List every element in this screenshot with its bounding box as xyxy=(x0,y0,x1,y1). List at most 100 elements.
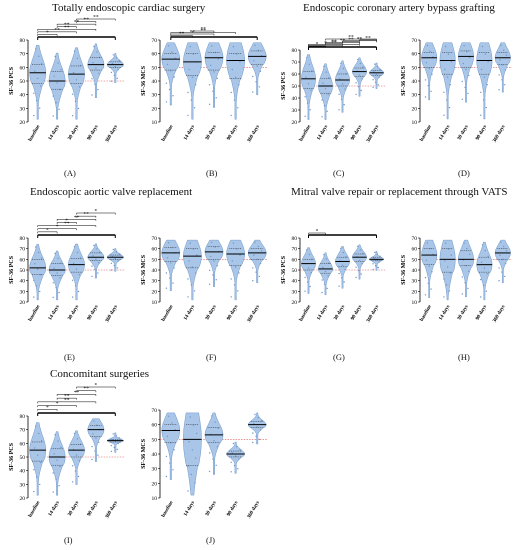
data-point-f xyxy=(167,242,170,244)
data-point-a xyxy=(53,75,55,78)
data-point-b xyxy=(170,70,172,72)
data-point-d xyxy=(503,49,505,51)
data-point-e xyxy=(37,268,39,270)
data-point-e xyxy=(35,246,37,248)
data-point-b xyxy=(190,99,192,101)
data-point-e xyxy=(78,274,81,276)
data-point-g xyxy=(323,283,326,285)
data-point-b xyxy=(258,86,261,88)
y-tick-label-h: 40 xyxy=(412,268,418,274)
data-point-j xyxy=(233,464,236,467)
x-tick-label-b: 14 days xyxy=(183,124,196,141)
data-point-a xyxy=(39,85,42,87)
data-point-e xyxy=(59,277,61,279)
data-point-g xyxy=(340,247,342,250)
data-point-g xyxy=(341,264,344,266)
data-point-b xyxy=(212,90,214,93)
y-axis-label-c: SF-36 PCS xyxy=(281,71,287,99)
violin-h xyxy=(494,239,511,284)
data-point-j xyxy=(230,471,232,473)
data-point-i xyxy=(116,448,119,451)
x-tick-label-a: baseline xyxy=(27,123,41,142)
data-point-a xyxy=(55,102,57,104)
data-point-i xyxy=(110,444,113,447)
x-tick-label-c: 90 days xyxy=(350,124,363,141)
data-point-h xyxy=(480,296,482,298)
data-point-a xyxy=(54,55,56,58)
data-point-c xyxy=(358,74,361,76)
data-point-j xyxy=(236,446,238,448)
y-tick-label-e: 50 xyxy=(20,268,26,274)
data-point-d xyxy=(444,68,446,71)
data-point-c xyxy=(306,102,309,105)
data-point-i xyxy=(71,465,74,467)
x-tick-label-i: 90 days xyxy=(86,500,99,517)
data-point-c xyxy=(310,89,312,92)
data-point-j xyxy=(253,423,255,425)
data-point-c xyxy=(342,67,345,70)
data-point-i xyxy=(39,461,42,464)
data-point-d xyxy=(501,79,503,81)
data-point-b xyxy=(208,103,211,106)
y-axis-label-f: SF-36 MCS xyxy=(141,254,147,284)
data-point-f xyxy=(187,296,189,298)
data-point-d xyxy=(445,45,447,48)
panel-label-e: (E) xyxy=(64,352,75,362)
panel-label-b: (B) xyxy=(206,168,218,178)
data-point-h xyxy=(426,242,428,244)
data-point-e xyxy=(92,255,94,257)
data-point-h xyxy=(484,250,486,252)
data-point-g xyxy=(374,251,376,254)
data-point-f xyxy=(166,257,169,259)
data-point-a xyxy=(73,50,76,52)
data-point-a xyxy=(38,55,40,57)
x-tick-label-d: 90 days xyxy=(475,124,488,141)
y-tick-label-a: 50 xyxy=(20,79,26,85)
panel-label-h: (H) xyxy=(458,352,470,362)
data-point-c xyxy=(311,70,313,72)
significance-label-a: ** xyxy=(64,22,70,28)
data-point-h xyxy=(486,273,488,275)
data-point-f xyxy=(231,260,233,262)
data-point-i xyxy=(71,481,74,483)
data-point-d xyxy=(499,59,501,61)
data-point-g xyxy=(310,272,312,274)
significance-label-i: ** xyxy=(64,394,70,400)
data-point-a xyxy=(111,62,114,65)
data-point-h xyxy=(443,296,445,298)
x-tick-label-g: 90 days xyxy=(350,304,363,321)
data-point-h xyxy=(444,260,446,262)
data-point-g xyxy=(326,287,328,290)
data-point-i xyxy=(35,425,37,427)
data-point-c xyxy=(340,62,342,65)
data-point-h xyxy=(464,282,466,284)
data-point-g xyxy=(343,281,345,283)
data-point-j xyxy=(165,455,168,458)
data-point-e xyxy=(75,268,78,270)
data-point-d xyxy=(484,53,486,55)
data-point-j xyxy=(171,422,173,424)
data-point-e xyxy=(91,275,93,278)
data-point-f xyxy=(230,296,232,298)
violin-f xyxy=(226,239,245,301)
y-tick-label-i: 60 xyxy=(20,441,26,447)
data-point-c xyxy=(361,78,363,80)
violin-h xyxy=(458,239,474,298)
panel-label-i: (I) xyxy=(64,535,73,545)
data-point-a xyxy=(91,94,93,96)
data-point-d xyxy=(461,98,463,101)
significance-label-b: ** xyxy=(200,27,206,33)
data-point-j xyxy=(232,442,235,445)
data-point-e xyxy=(38,251,40,254)
data-point-j xyxy=(256,426,258,428)
data-point-i xyxy=(110,450,113,453)
violin-d xyxy=(494,42,511,93)
data-point-i xyxy=(77,475,80,478)
y-tick-label-d: 40 xyxy=(412,79,418,85)
data-point-d xyxy=(427,84,429,87)
x-tick-label-j: 14 days xyxy=(183,500,196,517)
significance-label-c: ** xyxy=(365,35,371,41)
data-point-g xyxy=(359,249,362,251)
data-point-f xyxy=(258,275,261,278)
data-point-a xyxy=(78,86,81,88)
